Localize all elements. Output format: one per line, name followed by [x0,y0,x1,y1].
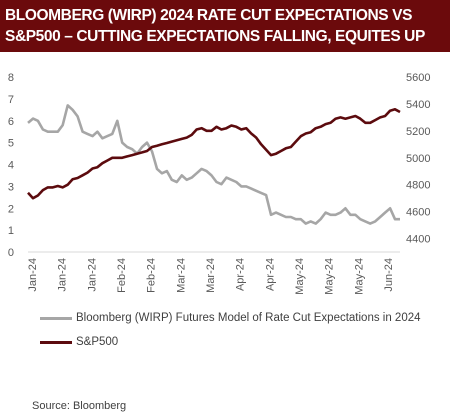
x-tick-label: Jun-24 [383,258,395,292]
x-tick-label: May-24 [353,258,365,295]
legend: Bloomberg (WIRP) Futures Model of Rate C… [40,306,440,354]
y-left-tick-label: 5 [8,138,14,150]
y-right-tick-label: 4400 [406,234,430,246]
y-left-tick-label: 4 [8,160,14,172]
x-tick-label: May-24 [294,258,306,295]
y-right-tick-label: 4600 [406,207,430,219]
x-tick-label: Apr-24 [264,258,276,291]
x-tick-label: May-24 [324,258,336,295]
y-right-tick-label: 5000 [406,153,430,165]
legend-label-wirp: Bloomberg (WIRP) Futures Model of Rate C… [76,312,421,324]
y-left-tick-label: 6 [8,116,14,128]
y-left-tick-label: 0 [8,247,14,259]
x-tick-label: Feb-24 [146,258,158,293]
y-right-tick-label: 5400 [406,99,430,111]
chart-title: BLOOMBERG (WIRP) 2024 RATE CUT EXPECTATI… [0,0,450,52]
y-left-tick-label: 7 [8,94,14,106]
x-tick-label: Jan-24 [57,258,69,292]
y-right-tick-label: 4800 [406,180,430,192]
x-tick-label: Mar-24 [175,258,187,293]
source-note: Source: Bloomberg [32,400,127,412]
x-tick-label: Apr-24 [235,258,247,291]
x-tick-label: Jan-24 [27,258,39,292]
legend-swatch-spx [40,340,72,344]
chart-plot: 0 1 2 3 4 5 6 7 8 4400 4600 4800 5000 5200 5400 5600 Jan… [8,72,431,295]
y-right-tick-label: 5600 [406,72,430,84]
y-right-tick-label: 5200 [406,126,430,138]
x-tick-label: Jan-24 [86,258,98,292]
y-left-tick-label: 8 [8,72,14,84]
legend-item-spx: S&P500 [40,330,440,354]
y-left-tick-label: 3 [8,181,14,193]
legend-swatch-wirp [40,316,72,320]
legend-item-wirp: Bloomberg (WIRP) Futures Model of Rate C… [40,306,440,330]
wirp-series-line [27,104,400,225]
y-left-tick-label: 2 [8,203,14,215]
y-left-tick-label: 1 [8,225,14,237]
x-tick-label: Mar-24 [205,258,217,293]
legend-label-spx: S&P500 [76,336,119,348]
spx-series-line [27,107,401,200]
x-tick-label: Feb-24 [116,258,128,293]
